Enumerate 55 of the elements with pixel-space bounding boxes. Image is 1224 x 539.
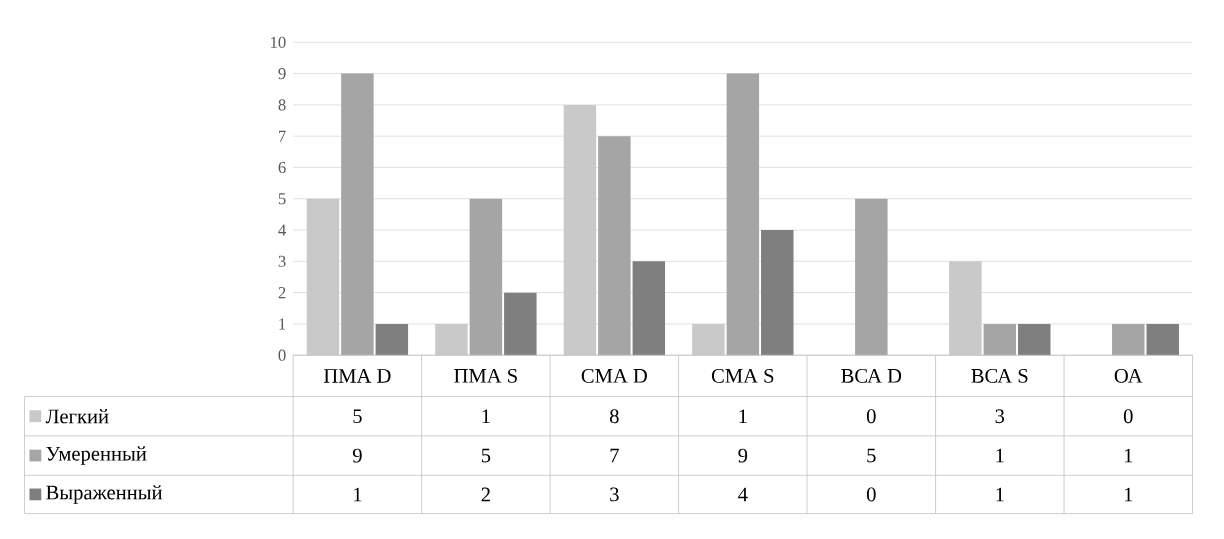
y-tick-label: 8	[278, 99, 286, 111]
x-tick-label: ПМА S	[454, 368, 517, 383]
bar	[341, 73, 374, 356]
bar	[632, 261, 666, 356]
data-label: 1	[996, 487, 1004, 502]
y-tick-label: 3	[278, 255, 286, 267]
y-tick-label: 10	[271, 36, 286, 48]
data-label: 3	[995, 409, 1005, 424]
y-tick-label: 5	[278, 193, 286, 205]
data-label: 1	[996, 448, 1004, 463]
x-tick-label: ОА	[1114, 368, 1143, 383]
data-label: 0	[866, 409, 876, 424]
y-tick-label: 7	[279, 130, 286, 142]
legend-label: Умеренный	[46, 446, 147, 465]
data-label: 1	[482, 409, 490, 423]
y-tick-label: 1	[279, 318, 286, 330]
data-label: 5	[867, 448, 876, 463]
x-tick-label: СМА D	[581, 368, 647, 383]
x-tick-label: ПМА D	[323, 368, 391, 383]
data-label: 3	[610, 487, 619, 502]
bar	[983, 323, 1017, 356]
data-label: 2	[481, 487, 490, 502]
data-label: 1	[1124, 487, 1133, 502]
y-tick-label: 9	[278, 67, 286, 80]
y-tick-label: 0	[278, 349, 286, 361]
data-label: 1	[354, 487, 362, 502]
data-label: 1	[739, 409, 747, 423]
legend-label: Выраженный	[46, 485, 163, 504]
bar	[855, 198, 888, 356]
data-label: 5	[481, 448, 491, 463]
bar	[598, 136, 631, 356]
data-label: 9	[738, 448, 748, 463]
data-label: 7	[610, 448, 619, 463]
y-tick-label: 2	[278, 287, 286, 299]
bar	[1146, 323, 1179, 356]
data-label: 5	[353, 409, 362, 423]
data-label: 0	[1123, 409, 1133, 424]
bar	[469, 198, 503, 356]
x-tick-label: СМА S	[711, 368, 774, 383]
data-label: 1	[1124, 448, 1133, 463]
x-tick-label: ВСА S	[971, 368, 1028, 383]
data-label: 8	[609, 409, 619, 424]
bar	[504, 292, 537, 356]
bar	[1112, 323, 1145, 356]
bar	[726, 73, 760, 356]
x-tick-label: ВСА D	[841, 368, 902, 383]
bar	[375, 323, 409, 356]
data-label: 9	[352, 448, 362, 463]
bar	[1018, 323, 1051, 356]
y-tick-label: 4	[278, 224, 286, 236]
legend-label: Легкий	[45, 408, 109, 424]
data-label: 4	[738, 487, 748, 502]
y-tick-label: 6	[278, 161, 286, 173]
bar	[761, 229, 794, 356]
data-label: 0	[866, 487, 876, 502]
